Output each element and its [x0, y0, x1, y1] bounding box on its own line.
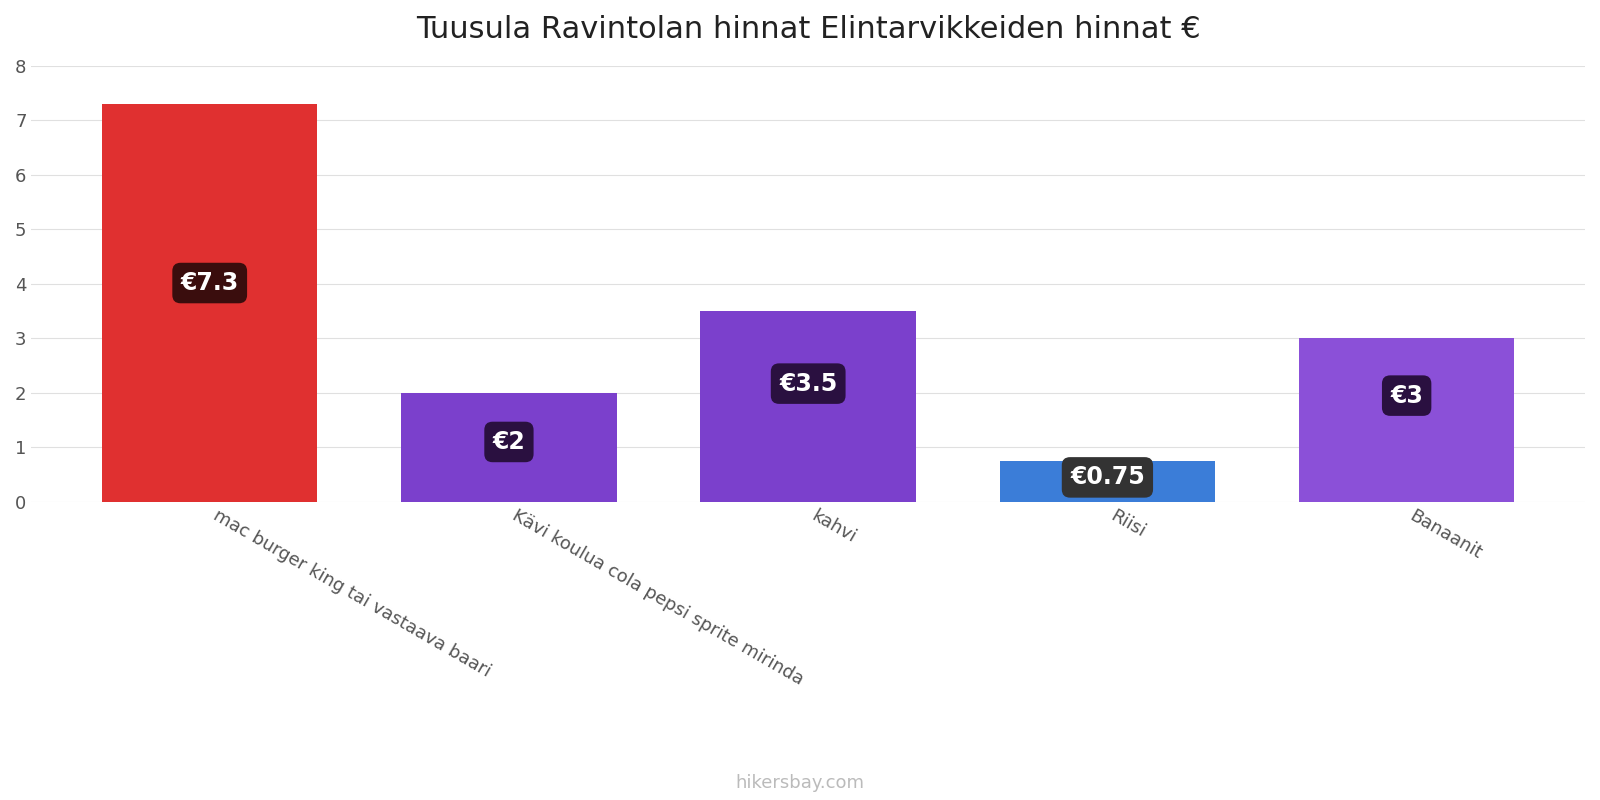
Text: €3.5: €3.5: [779, 372, 837, 396]
Text: €7.3: €7.3: [181, 271, 238, 295]
Bar: [1299, 338, 1514, 502]
Bar: [402, 393, 616, 502]
Text: €3: €3: [1390, 384, 1422, 408]
Bar: [1000, 461, 1214, 502]
Text: €0.75: €0.75: [1070, 466, 1144, 490]
Bar: [701, 311, 915, 502]
Text: hikersbay.com: hikersbay.com: [736, 774, 864, 792]
Title: Tuusula Ravintolan hinnat Elintarvikkeiden hinnat €: Tuusula Ravintolan hinnat Elintarvikkeid…: [416, 15, 1200, 44]
Bar: [102, 104, 317, 502]
Text: €2: €2: [493, 430, 525, 454]
